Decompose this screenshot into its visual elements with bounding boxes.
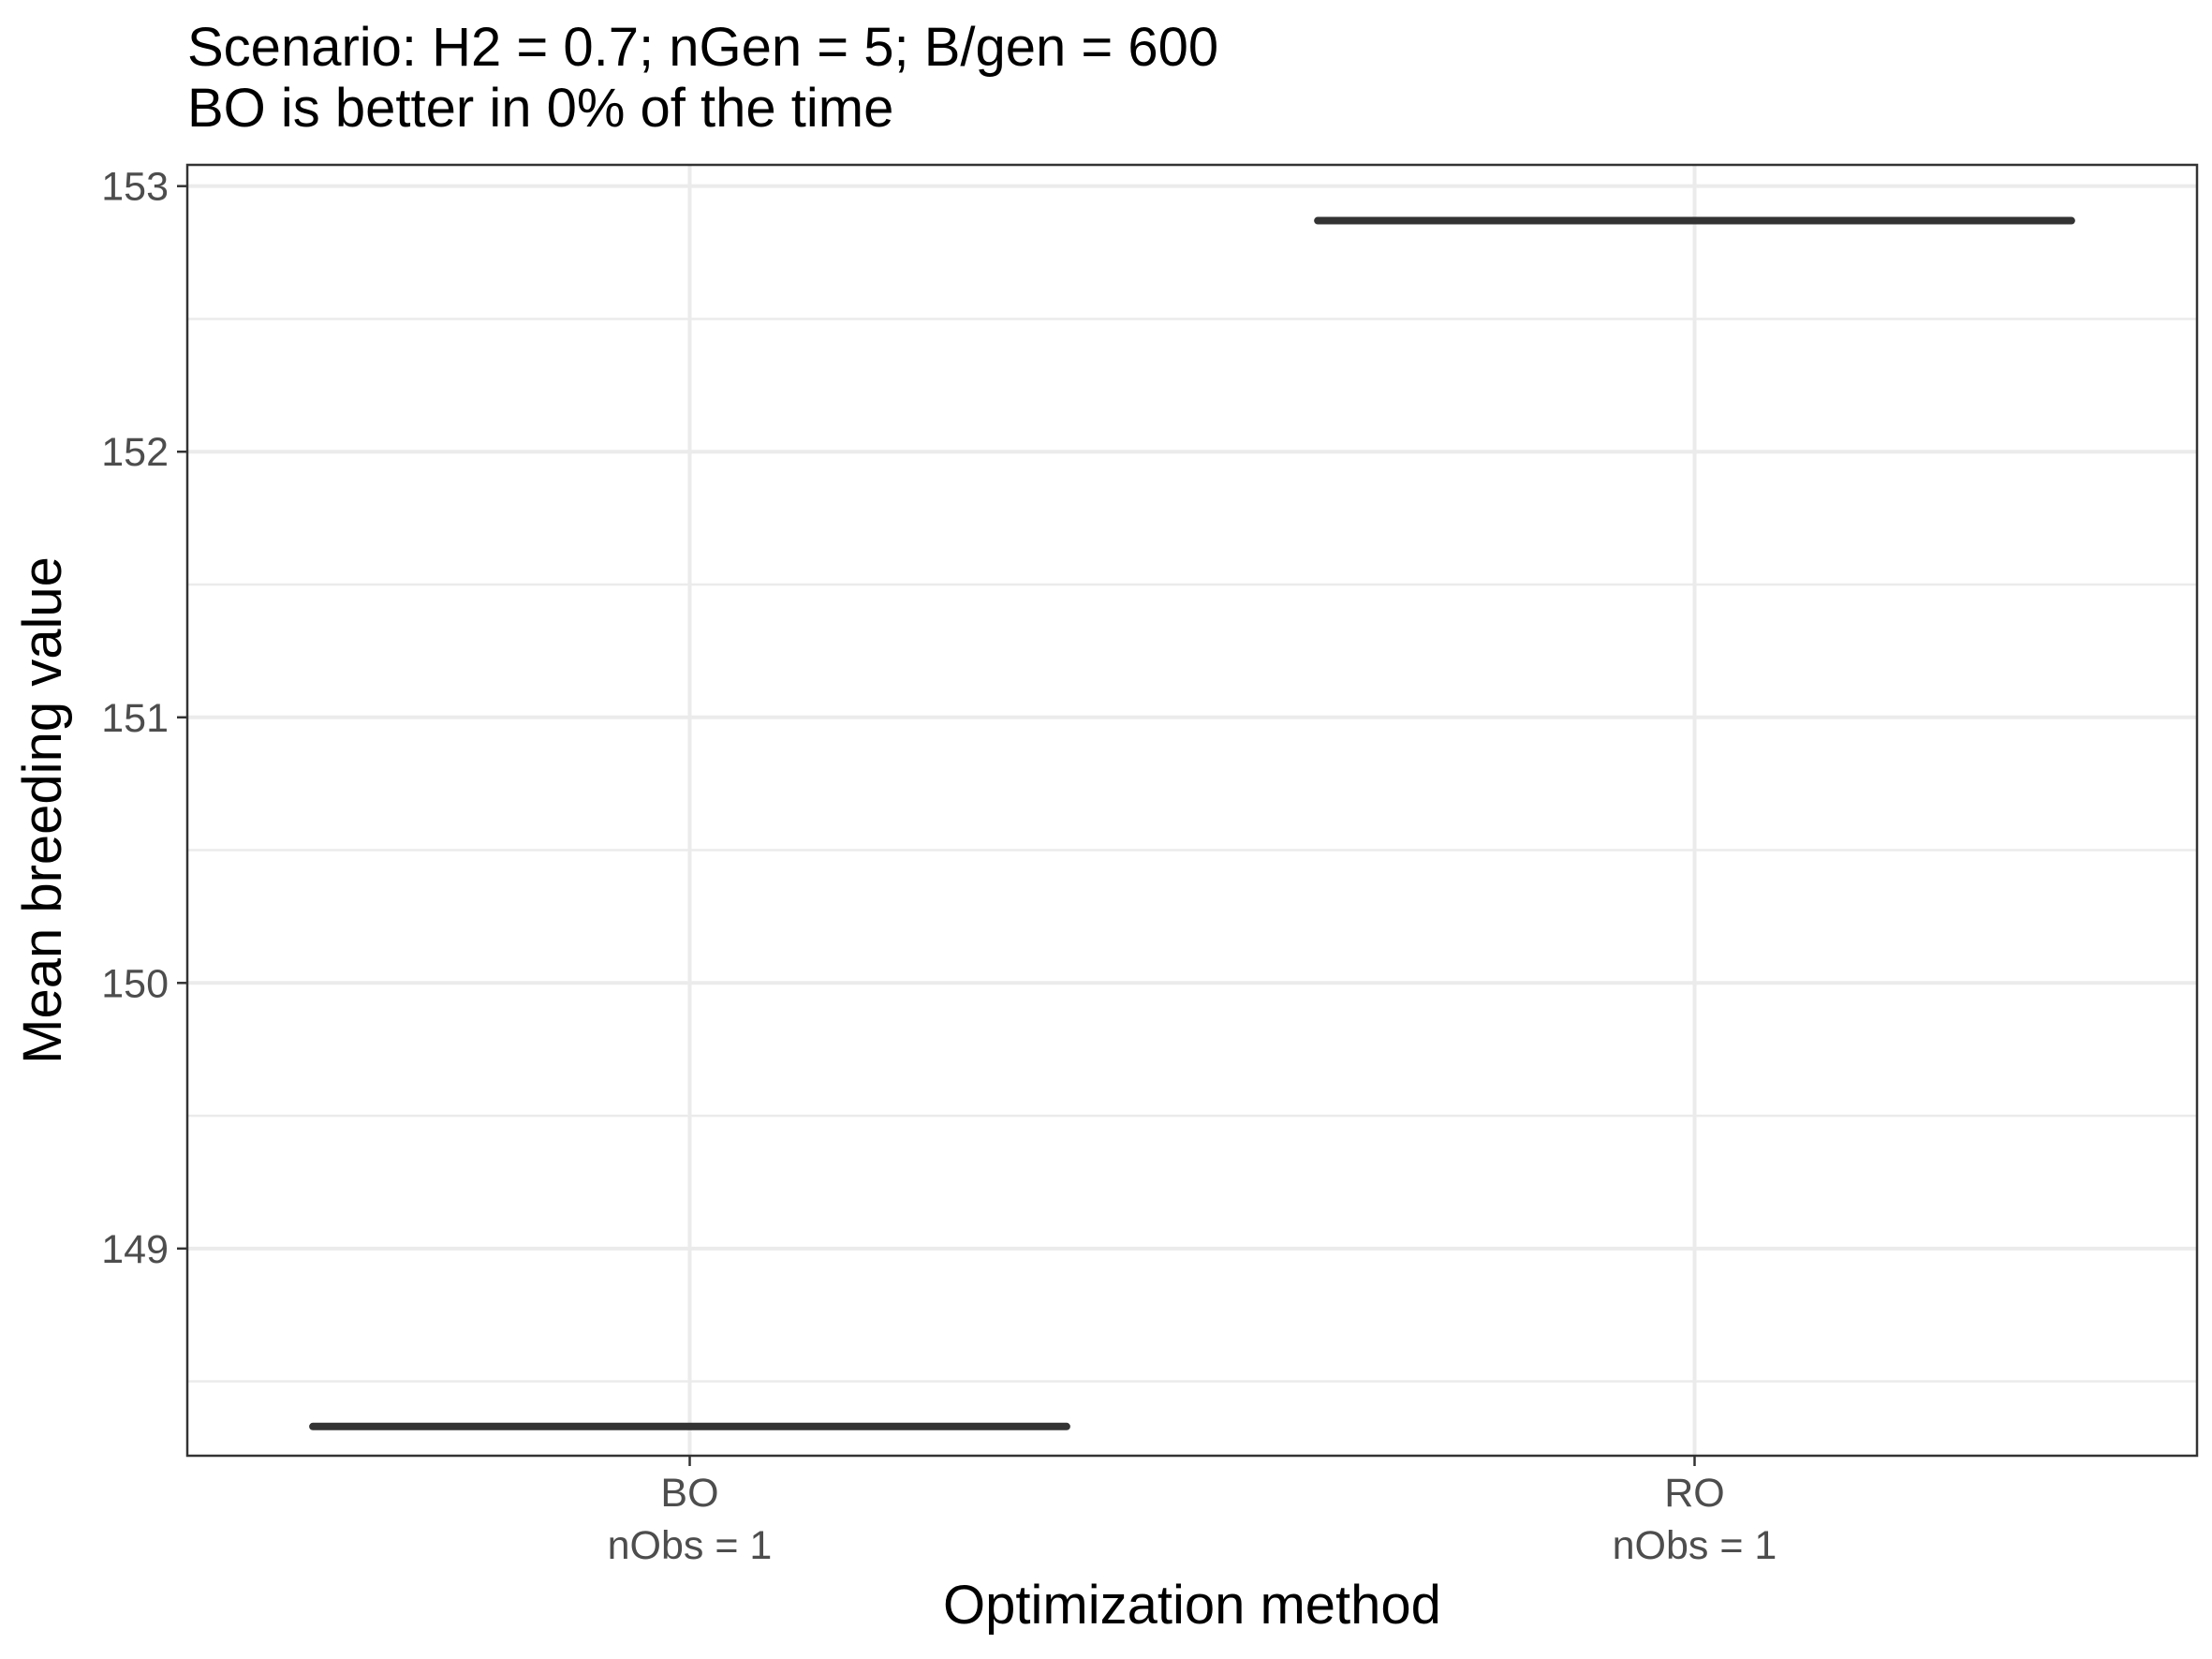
y-tick-label: 149: [101, 1227, 169, 1272]
x-tick-sublabel: nObs = 1: [608, 1523, 773, 1568]
x-tick-label: BO: [660, 1471, 718, 1516]
x-tick-label: RO: [1664, 1471, 1725, 1516]
plot-panel-border: [185, 163, 2199, 1458]
chart-title-line-2: BO is better in 0% of the time: [187, 78, 893, 139]
y-tick-label: 152: [101, 430, 169, 475]
y-tick-label: 153: [101, 165, 169, 210]
x-tick-sublabel: nObs = 1: [1613, 1523, 1777, 1568]
chart-title-line-1: Scenario: H2 = 0.7; nGen = 5; B/gen = 60…: [187, 17, 1218, 78]
x-axis-title: Optimization method: [943, 1575, 1441, 1636]
y-tick-label: 150: [101, 961, 169, 1006]
y-tick-label: 151: [101, 696, 169, 741]
y-axis-title: Mean breeding value: [12, 556, 73, 1064]
